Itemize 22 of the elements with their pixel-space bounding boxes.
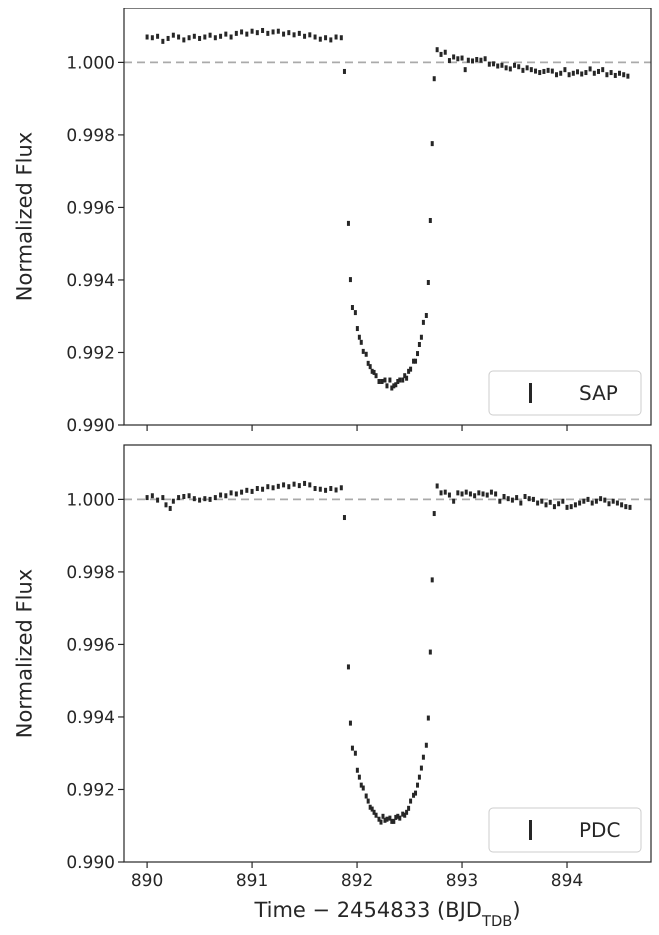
y-tick-label: 0.998 [66,126,115,146]
legend-label: SAP [579,381,618,405]
y-tick-label: 0.994 [66,270,115,291]
x-tick-label: 893 [446,871,478,891]
y-tick-label: 0.996 [66,198,115,218]
y-tick-label: 0.994 [66,708,115,728]
y-tick-label: 0.998 [66,562,115,583]
x-tick-label: 890 [130,871,164,891]
x-axis-title: Time − 2454833 (BJD$_{TDB}$) [253,898,521,930]
x-tick-label: 894 [550,871,584,891]
y-tick-label: 0.990 [66,852,115,873]
y-tick-label: 0.996 [66,635,115,656]
y-tick-label: 0.992 [66,343,115,364]
y-tick-label: 1.000 [66,490,115,510]
x-tick-label: 891 [236,871,268,891]
y-axis-title: Normalized Flux [12,132,36,302]
y-tick-label: 0.992 [66,780,115,800]
legend-label: PDC [579,818,620,842]
y-axis-title: Normalized Flux [12,568,36,738]
x-tick-label: 892 [340,871,374,891]
y-tick-label: 0.990 [66,416,115,436]
y-tick-label: 1.000 [66,53,115,74]
